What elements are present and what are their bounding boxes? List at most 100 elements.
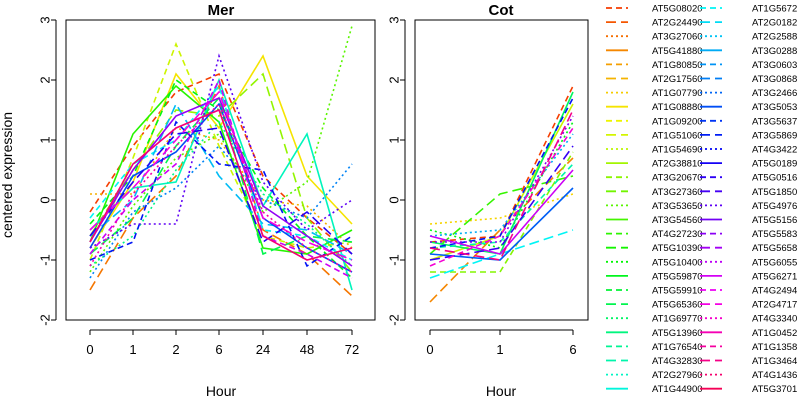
legend-entry: AT1G51060 (652, 130, 703, 141)
cot-series-line (429, 193, 574, 225)
mer-series-line (89, 96, 353, 267)
legend-entry: AT1G44900 (652, 384, 703, 395)
legend-entry: AT5G10400 (652, 257, 703, 268)
cot-series-line (429, 169, 574, 255)
legend-entry: AT1G69770 (652, 314, 703, 325)
legend-entry: AT3G5053 (752, 102, 797, 113)
legend: AT5G08020 AT2G24490 AT3G27060 AT5G41880 AT1G… (606, 4, 797, 395)
mer-series-line (90, 127, 353, 249)
mer-title: Mer (208, 2, 235, 19)
mer-series-line (89, 120, 353, 267)
legend-entry: AT3G54560 (652, 215, 703, 226)
legend-entry: AT3G0868 (752, 74, 797, 85)
legend-entry: AT2G0182 (752, 18, 797, 29)
mer-y-tick-label: 2 (37, 76, 52, 83)
legend-entry: AT5G5658 (752, 243, 797, 254)
cot-x-tick-label: 0 (426, 342, 433, 357)
mer-y-tick-label: -2 (37, 314, 52, 326)
mer-x-tick-label: 0 (86, 342, 93, 357)
legend-entry: AT1G76540 (652, 342, 703, 353)
mer-x-tick-label: 24 (256, 342, 270, 357)
cot-y-tick-label: 1 (386, 136, 401, 143)
cot-series-line (429, 91, 574, 255)
cot-x-tick-label: 6 (569, 342, 576, 357)
legend-entry: AT5G41880 (652, 46, 703, 57)
legend-entry: AT1G5672 (752, 4, 797, 15)
legend-entry: AT2G38810 (652, 159, 703, 170)
legend-entry: AT4G3340 (752, 314, 797, 325)
mer-x-tick-label: 2 (172, 342, 179, 357)
legend-entry: AT4G32830 (652, 356, 703, 367)
legend-entry: AT5G10390 (652, 243, 703, 254)
cot-series-line (429, 175, 574, 255)
panel-cot: Cot Hour -2 -1 0 1 2 3 0 1 6 (386, 2, 589, 399)
mer-y-axis: -2 -1 0 1 2 3 (37, 16, 57, 326)
cot-y-tick-label: -1 (386, 254, 401, 266)
legend-entry: AT2G27960 (652, 370, 703, 381)
legend-entry: AT5G1850 (752, 187, 797, 198)
mer-y-tick-label: 0 (37, 196, 52, 203)
cot-y-tick-label: 2 (386, 76, 401, 83)
legend-entry: AT3G0288 (752, 46, 797, 57)
cot-title: Cot (489, 2, 514, 19)
cot-y-tick-label: 3 (386, 16, 401, 23)
cot-y-tick-label: 0 (386, 196, 401, 203)
cot-series-line (429, 145, 574, 261)
legend-entry: AT4G2494 (752, 286, 797, 297)
cot-series-line (429, 85, 574, 243)
mer-series-line (89, 127, 353, 255)
mer-series-line (89, 102, 353, 255)
legend-entry: AT3G27360 (652, 187, 703, 198)
legend-entry: AT4G27230 (652, 229, 703, 240)
mer-series-line (89, 108, 353, 261)
cot-y-tick-label: -2 (386, 314, 401, 326)
legend-entry: AT2G17560 (652, 74, 703, 85)
legend-entry: AT1G07790 (652, 88, 703, 99)
legend-entry: AT1G54690 (652, 145, 703, 156)
legend-entry: AT1G80850 (652, 60, 703, 71)
legend-entry: AT1G08880 (652, 102, 703, 113)
mer-series-line (89, 25, 353, 273)
legend-entry: AT5G6055 (752, 257, 797, 268)
mer-series-line (89, 102, 353, 273)
legend-entry: AT5G08020 (652, 4, 703, 15)
cot-series-line (429, 133, 574, 237)
mer-series-line (89, 120, 353, 268)
mer-x-tick-label: 1 (129, 342, 136, 357)
legend-entry: AT2G4717 (752, 300, 797, 311)
mer-series-line (89, 90, 353, 261)
mer-y-tick-label: 3 (37, 16, 52, 23)
cot-series-line (430, 115, 574, 243)
legend-entry: AT1G1358 (752, 342, 797, 353)
legend-entry: AT5G59910 (652, 286, 703, 297)
legend-entry: AT5G4976 (752, 201, 797, 212)
legend-entry: AT1G3464 (752, 356, 797, 367)
legend-entry: AT3G53650 (652, 201, 703, 212)
cot-series-line (429, 157, 574, 303)
legend-entry: AT5G65360 (652, 300, 703, 311)
mer-series-line (89, 72, 353, 255)
legend-entry: AT1G0452 (752, 328, 797, 339)
panel-mer: Mer centered expression Hour -2 -1 0 1 2 3 0 1… (0, 2, 376, 399)
mer-x-tick-label: 72 (345, 342, 359, 357)
legend-entry: AT3G20670 (652, 173, 703, 184)
legend-entry: AT3G0603 (752, 60, 797, 71)
legend-entry: AT5G13960 (652, 328, 703, 339)
legend-entry: AT3G2466 (752, 88, 797, 99)
legend-entry: AT3G5637 (752, 116, 797, 127)
cot-x-axis: 0 1 6 (426, 329, 577, 357)
legend-entry: AT5G59870 (652, 271, 703, 282)
mer-x-axis: 0 1 2 6 24 48 72 (86, 329, 359, 357)
cot-y-axis: -2 -1 0 1 2 3 (386, 16, 406, 326)
cot-series-line (429, 97, 574, 249)
cot-series-line (429, 109, 574, 261)
cot-x-tick-label: 1 (496, 342, 503, 357)
legend-entry: AT3G27060 (652, 32, 703, 43)
mer-series-lines (89, 25, 353, 297)
legend-entry: AT3G5869 (752, 130, 797, 141)
cot-plot-box (414, 19, 589, 321)
mer-plot-box (65, 19, 376, 321)
mer-ylabel: centered expression (0, 112, 15, 238)
legend-entry: AT5G5156 (752, 215, 797, 226)
